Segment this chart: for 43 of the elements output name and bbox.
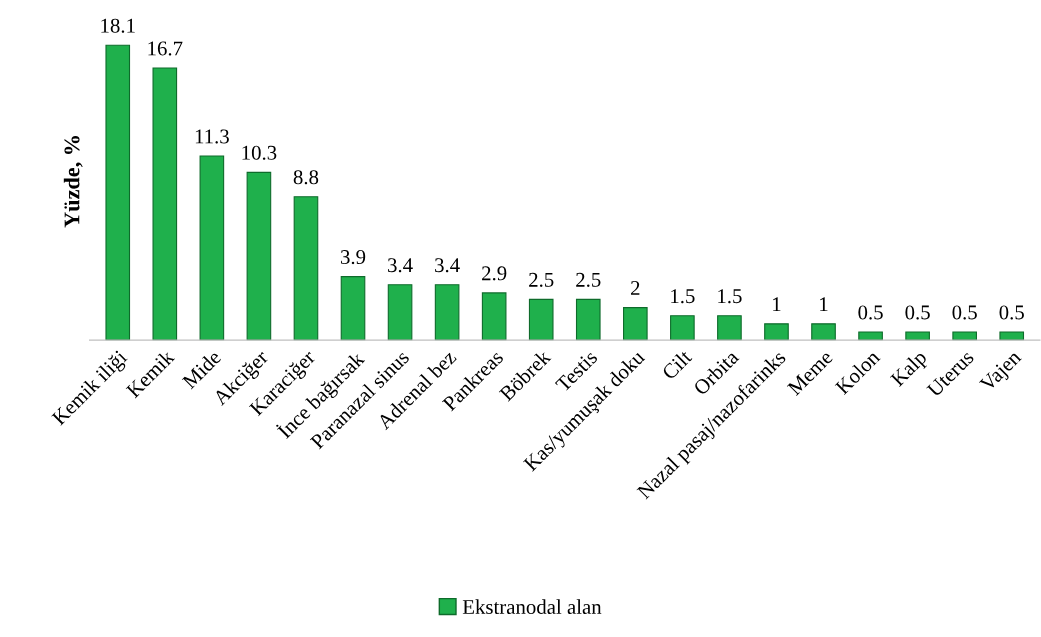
bar (952, 331, 977, 341)
bar (246, 171, 272, 341)
x-tick-label: Vajen (978, 349, 1025, 396)
data-label: 0.5 (952, 305, 977, 320)
bar (575, 298, 601, 341)
bar (670, 315, 695, 341)
y-axis-title: Yüzde, % (63, 136, 83, 228)
bar (481, 292, 507, 341)
data-label: 3.4 (388, 258, 413, 273)
bar (905, 331, 930, 341)
data-label: 11.3 (195, 129, 229, 144)
bar (764, 323, 789, 341)
bar (293, 196, 319, 341)
data-label: 3.4 (435, 258, 460, 273)
bar (528, 298, 554, 341)
data-label: 1.5 (671, 289, 695, 304)
bar (858, 331, 883, 341)
data-label: 1 (820, 297, 828, 312)
bar (811, 323, 836, 341)
bar (434, 284, 460, 341)
bar (999, 331, 1025, 341)
data-label: 3.9 (340, 250, 366, 265)
data-label: 2.5 (529, 272, 554, 287)
data-label: 0.5 (905, 305, 930, 320)
data-label: 2.9 (482, 266, 507, 281)
data-label: 1 (773, 297, 781, 312)
data-label: 1.5 (718, 289, 742, 304)
data-label: 2.5 (576, 272, 601, 287)
bar (717, 315, 742, 341)
bar (340, 276, 366, 341)
data-label: 2 (631, 281, 640, 295)
data-label: 16.7 (148, 41, 183, 56)
bar (105, 44, 131, 341)
data-label: 8.8 (293, 170, 319, 185)
data-label: 10.3 (242, 145, 277, 160)
data-label: 18.1 (101, 18, 135, 33)
data-label: 0.5 (858, 305, 883, 320)
bar (387, 284, 413, 341)
bar (623, 307, 648, 341)
data-label: 0.5 (999, 305, 1024, 320)
bar (152, 67, 178, 341)
bar (199, 155, 225, 341)
legend-label: Ekstranodal alan (462, 599, 602, 615)
